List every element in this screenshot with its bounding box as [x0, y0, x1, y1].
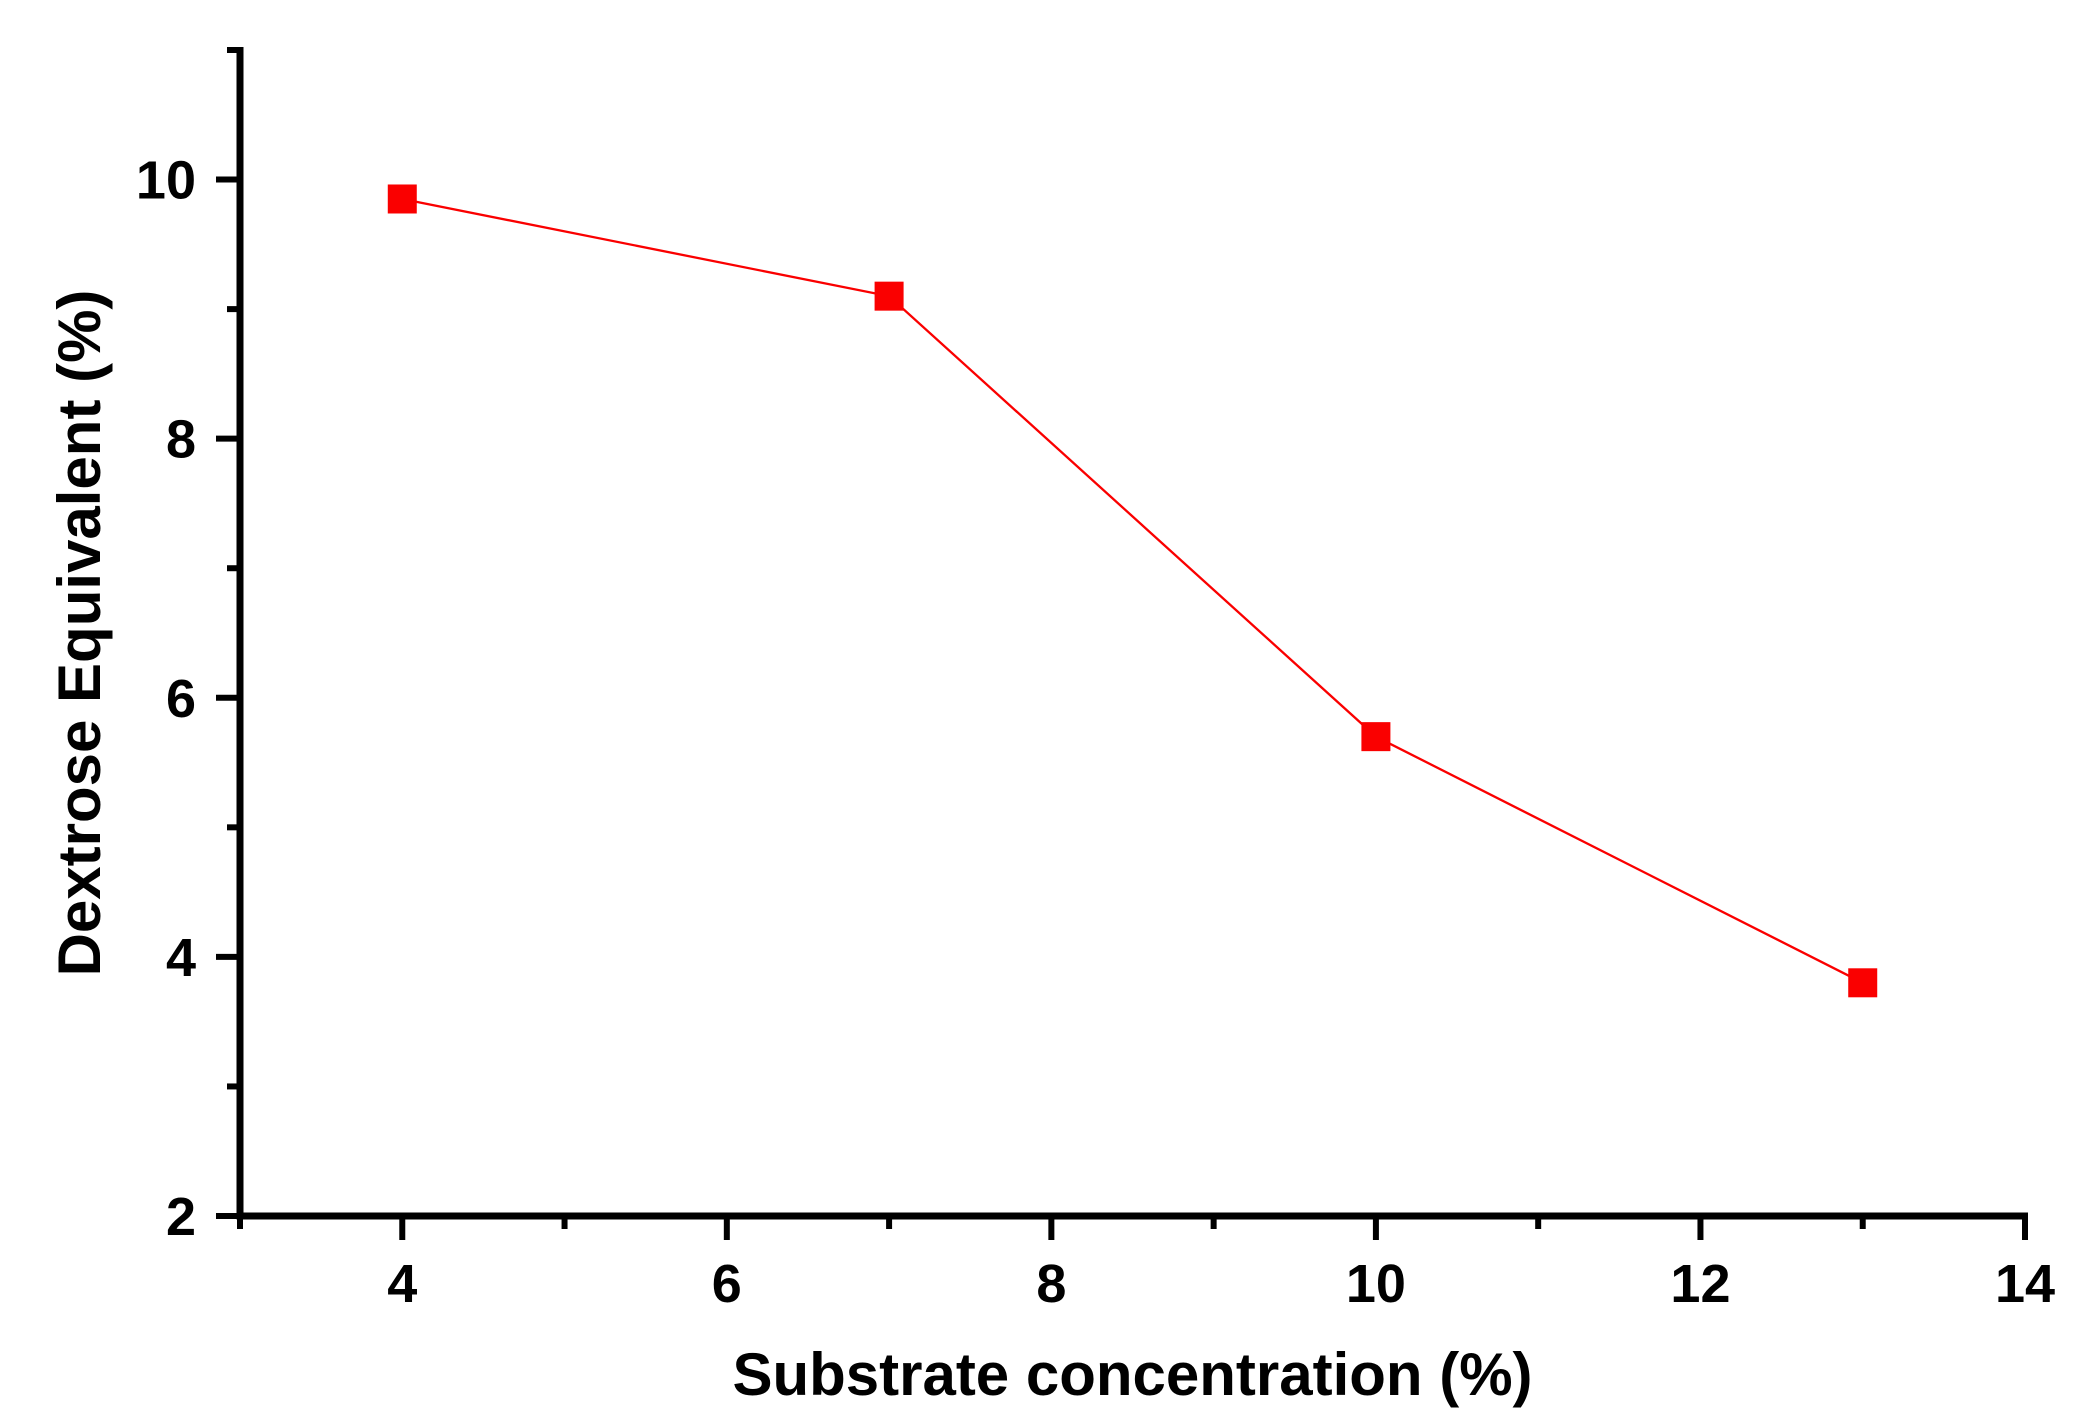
data-point-marker [874, 281, 904, 311]
data-point-marker [387, 184, 417, 214]
x-axis-title: Substrate concentration (%) [732, 1341, 1532, 1408]
y-tick-label: 10 [136, 151, 196, 211]
x-axis-ticks: 4 6 8 10 12 14 [237, 1216, 2055, 1314]
data-series [387, 184, 1878, 998]
x-tick-label: 10 [1346, 1254, 1406, 1314]
y-tick-label: 8 [166, 410, 196, 470]
y-axis-title: Dextrose Equivalent (%) [46, 290, 113, 977]
y-tick-label: 6 [166, 669, 196, 729]
x-tick-label: 14 [1995, 1254, 2055, 1314]
y-axis-ticks: 2 4 6 8 10 [136, 47, 240, 1247]
x-tick-label: 8 [1036, 1254, 1066, 1314]
y-tick-label: 4 [166, 928, 196, 988]
series-line [402, 197, 1864, 984]
x-tick-label: 4 [387, 1254, 417, 1314]
data-point-marker [1361, 722, 1391, 752]
y-tick-label: 2 [166, 1187, 196, 1247]
x-tick-label: 6 [712, 1254, 742, 1314]
x-tick-label: 12 [1670, 1254, 1730, 1314]
data-point-marker [1848, 968, 1878, 998]
